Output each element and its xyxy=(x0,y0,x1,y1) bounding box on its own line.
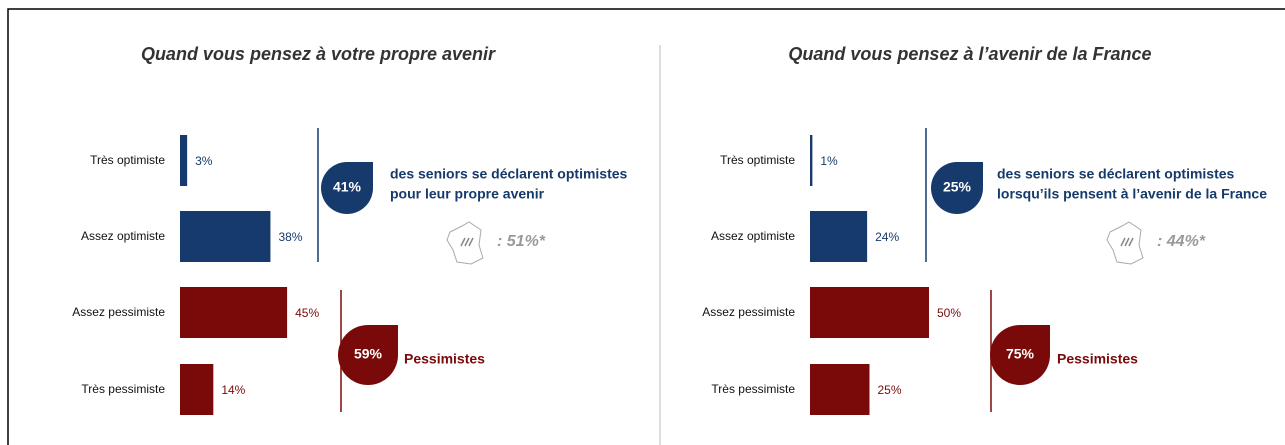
value-label: 1% xyxy=(820,154,838,168)
summary-text: Pessimistes xyxy=(1057,351,1138,367)
bar xyxy=(180,135,188,186)
summary-bubble xyxy=(321,162,373,214)
summary-bubble xyxy=(338,325,398,385)
summary-value: 75% xyxy=(1006,346,1035,362)
category-label: Très pessimiste xyxy=(81,382,165,396)
value-label: 45% xyxy=(295,306,319,320)
frame xyxy=(7,8,1285,445)
france-icon xyxy=(1106,221,1144,265)
summary-bubble xyxy=(931,162,983,214)
value-label: 50% xyxy=(937,306,961,320)
category-label: Assez pessimiste xyxy=(72,305,165,319)
france-icon xyxy=(446,221,484,265)
value-label: 3% xyxy=(195,154,213,168)
value-label: 24% xyxy=(875,230,899,244)
chart-title: Quand vous pensez à l’avenir de la Franc… xyxy=(788,44,1151,64)
category-label: Très optimiste xyxy=(720,153,795,167)
france-hatch xyxy=(1120,237,1134,247)
category-label: Assez pessimiste xyxy=(702,305,795,319)
summary-text: lorsqu’ils pensent à l’avenir de la Fran… xyxy=(997,186,1267,202)
summary-text: pour leur propre avenir xyxy=(390,186,545,202)
bar xyxy=(180,287,288,338)
bar xyxy=(810,135,813,186)
category-label: Très optimiste xyxy=(90,153,165,167)
category-label: Assez optimiste xyxy=(81,229,165,243)
summary-text: des seniors se déclarent optimistes xyxy=(390,166,628,182)
france-outline xyxy=(446,221,484,265)
value-label: 14% xyxy=(221,383,245,397)
summary-text: des seniors se déclarent optimistes xyxy=(997,166,1235,182)
summary-value: 59% xyxy=(354,346,383,362)
france-value: : 51%* xyxy=(497,233,546,250)
category-label: Très pessimiste xyxy=(711,382,795,396)
chart-title: Quand vous pensez à votre propre avenir xyxy=(141,44,496,64)
value-label: 25% xyxy=(878,383,902,397)
summary-value: 41% xyxy=(333,179,362,195)
bar xyxy=(810,211,868,262)
category-label: Assez optimiste xyxy=(711,229,795,243)
france-value: : 44%* xyxy=(1157,233,1206,250)
france-hatch xyxy=(460,237,474,247)
summary-value: 25% xyxy=(943,179,972,195)
bar xyxy=(180,211,271,262)
bar xyxy=(810,364,870,415)
bar xyxy=(810,287,929,338)
bar xyxy=(180,364,214,415)
summary-bubble xyxy=(990,325,1050,385)
value-label: 38% xyxy=(278,230,302,244)
summary-text: Pessimistes xyxy=(404,351,485,367)
france-outline xyxy=(1106,221,1144,265)
